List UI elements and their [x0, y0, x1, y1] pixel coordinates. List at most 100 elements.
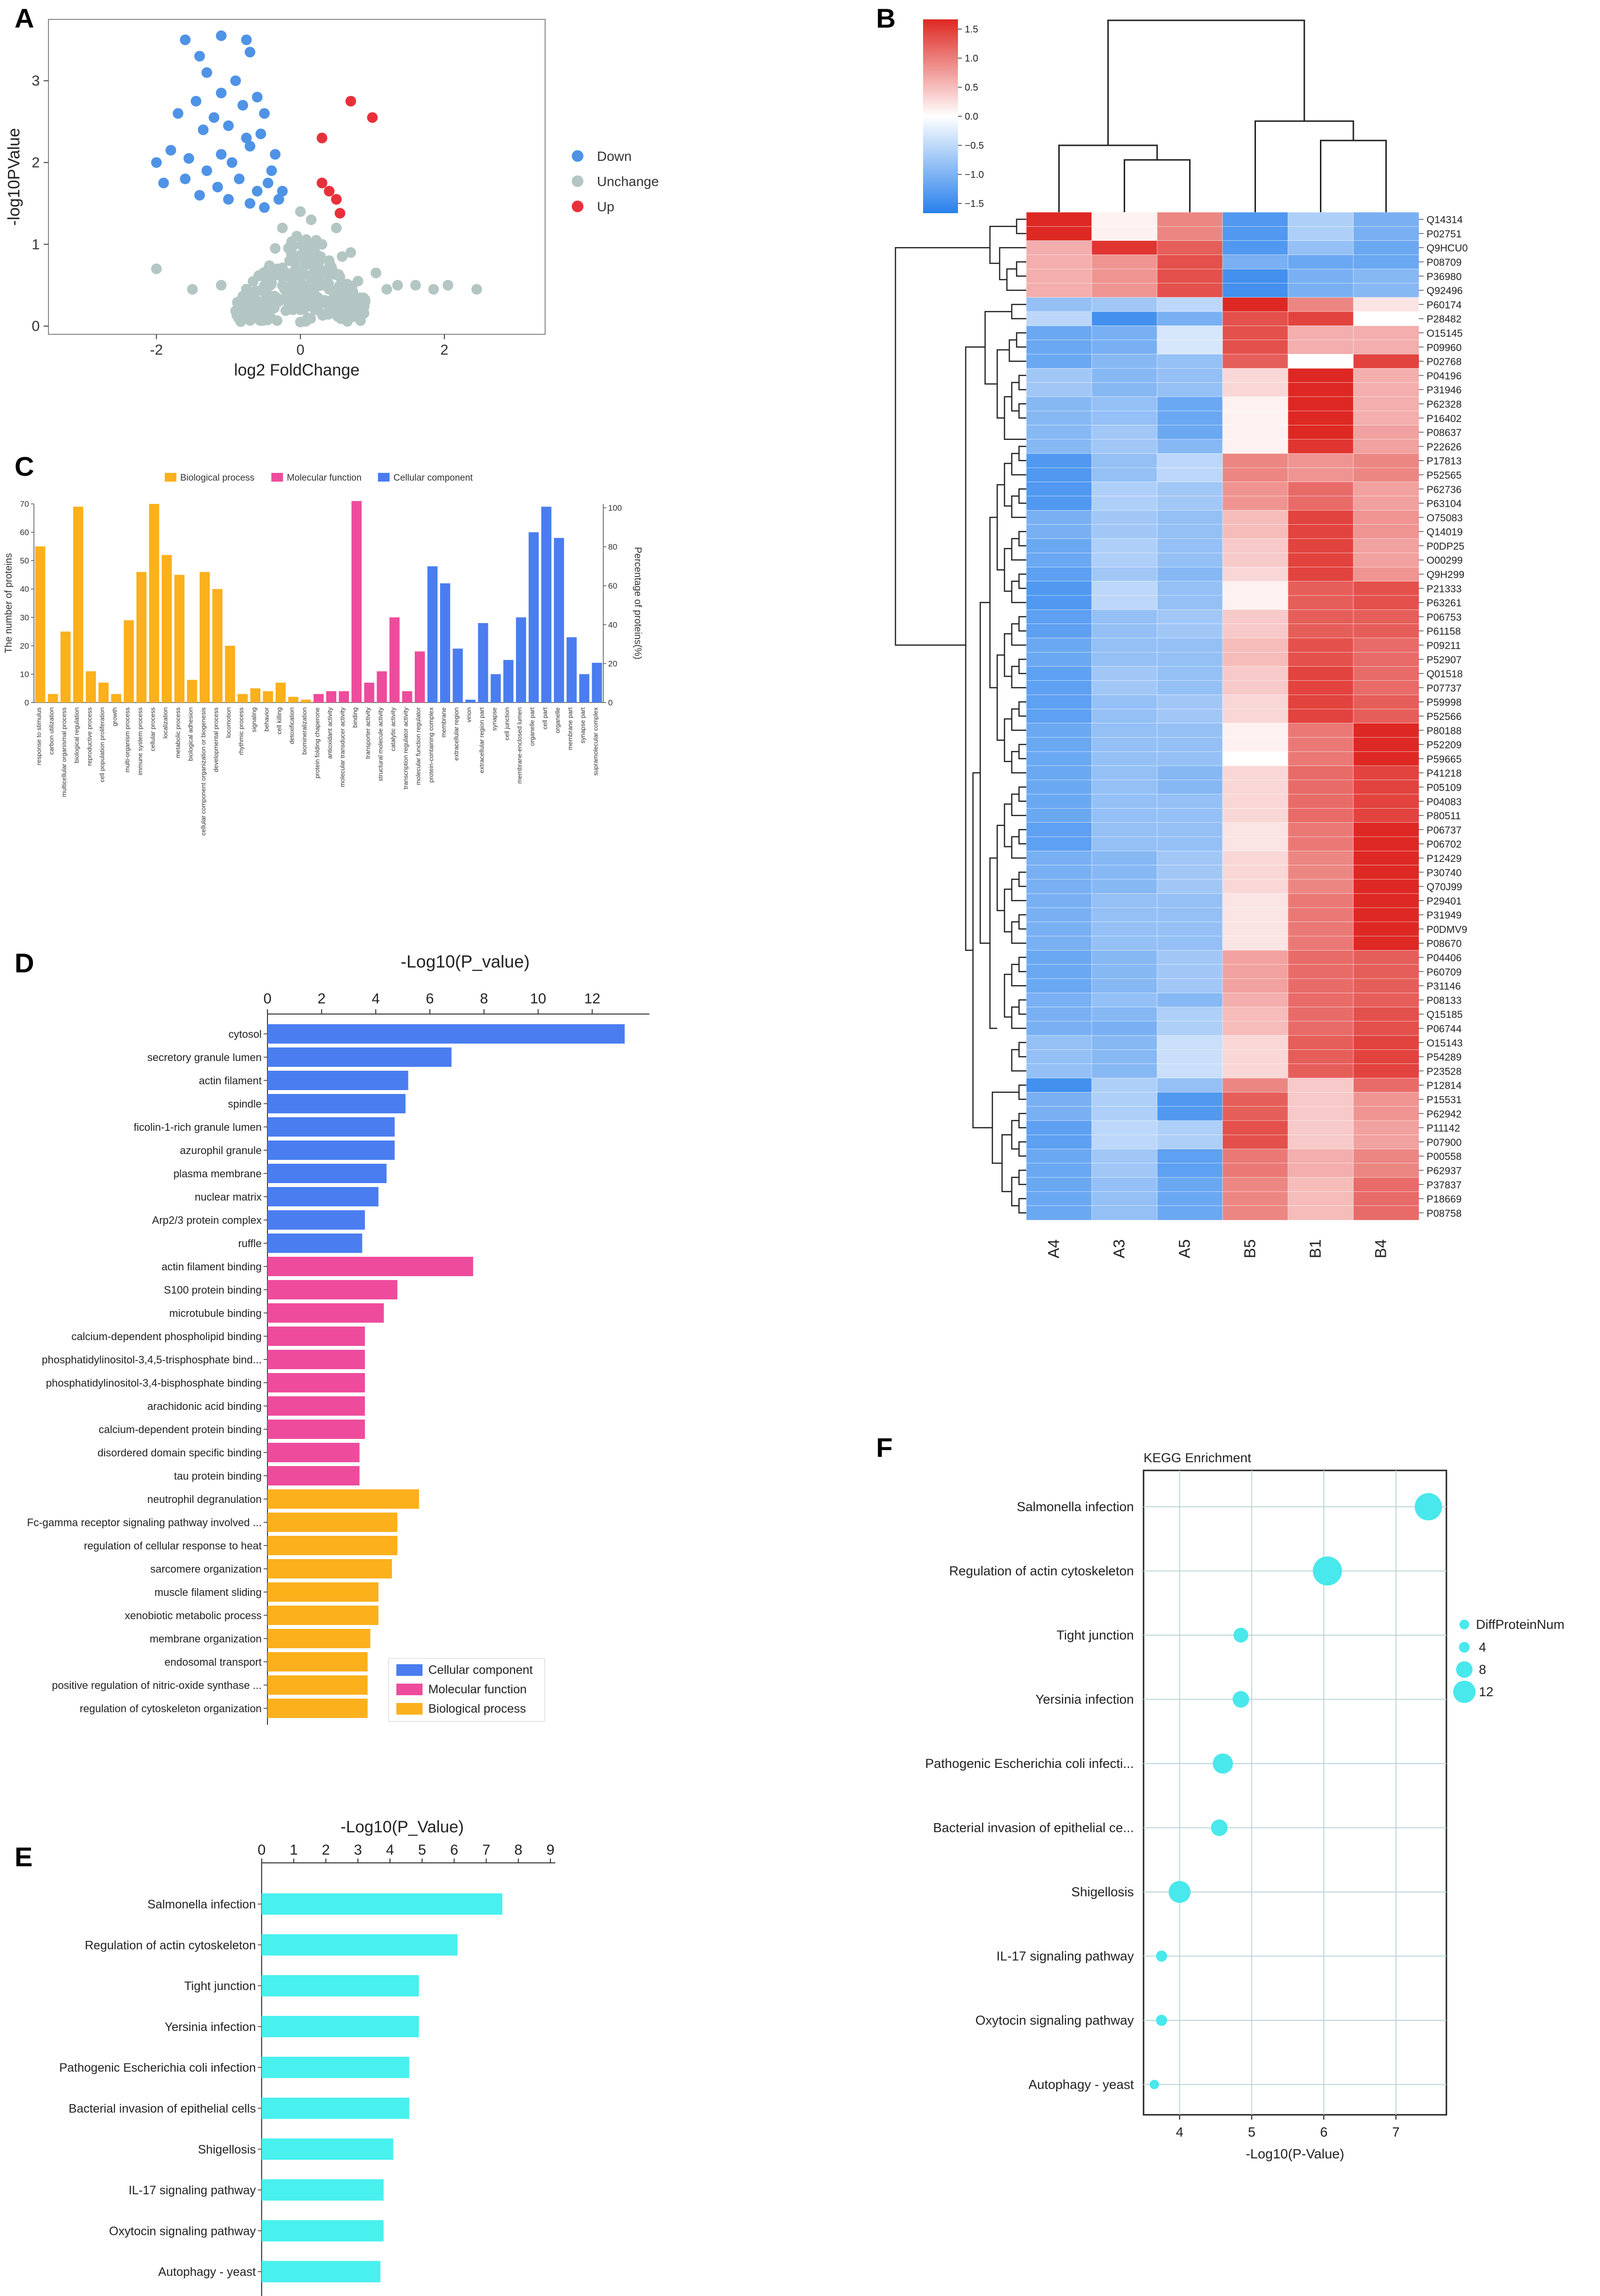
point-down: [194, 189, 205, 201]
chart-title: KEGG Enrichment: [1144, 1451, 1252, 1465]
heatmap-cell: [1287, 268, 1354, 284]
heatmap-cell: [1026, 297, 1092, 312]
heatmap-cell: [1287, 1205, 1354, 1220]
point-unchange: [322, 282, 333, 293]
heatmap-cell: [1157, 1063, 1223, 1078]
point-unchange: [337, 251, 348, 262]
heatmap-cell: [1026, 524, 1092, 539]
row-label: P41218: [1427, 768, 1461, 779]
heatmap-cell: [1353, 1035, 1419, 1050]
heatmap-cell: [1026, 780, 1092, 795]
heatmap-cell: [1026, 822, 1092, 837]
point-down: [223, 120, 234, 131]
y-tick-label: 20: [20, 641, 29, 651]
heatmap-cell: [1091, 964, 1158, 979]
heatmap-cell: [1026, 609, 1092, 625]
heatmap-cell: [1026, 978, 1092, 994]
heatmap-cell: [1222, 482, 1288, 497]
heatmap-cell: [1091, 1163, 1158, 1178]
bar: [267, 1396, 365, 1416]
category-label: actin filament: [199, 1075, 262, 1087]
point-unchange: [324, 258, 335, 269]
heatmap-cell: [1157, 765, 1223, 781]
bar: [149, 504, 159, 703]
x-tick-label: 5: [418, 1842, 426, 1858]
row-dendrogram-link: [1018, 403, 1026, 419]
bar: [376, 671, 387, 703]
row-label: P07737: [1427, 683, 1461, 694]
panel-label-d: D: [15, 948, 34, 978]
point-up: [324, 186, 335, 197]
point-unchange: [286, 282, 298, 293]
row-dendrogram-link: [1001, 1134, 1012, 1192]
heatmap-cell: [1287, 1134, 1354, 1150]
heatmap-cell: [1026, 851, 1092, 866]
heatmap-cell: [1353, 1191, 1419, 1206]
bar: [267, 1513, 398, 1532]
y-tick-label: 60: [20, 528, 29, 537]
category-label: Oxytocin signaling pathway: [975, 2013, 1134, 2028]
category-label: xenobiotic metabolic process: [125, 1609, 262, 1622]
heatmap-cell: [1353, 496, 1419, 511]
y-right-tick-label: 60: [608, 581, 617, 591]
legend-label: Molecular function: [428, 1683, 527, 1696]
legend-marker: [1459, 1642, 1470, 1653]
heatmap-cell: [1157, 482, 1223, 497]
heatmap-cell: [1091, 268, 1158, 284]
point-down: [251, 186, 263, 197]
bar: [262, 1975, 419, 1997]
point-down: [223, 194, 234, 205]
bar: [541, 506, 551, 703]
category-label: neutrophil degranulation: [147, 1493, 262, 1505]
x-tick-label: structural molecule activity: [376, 707, 384, 781]
axis-title: -Log10(P_Value): [341, 1818, 464, 1836]
heatmap-cell: [1287, 680, 1354, 695]
point-down: [244, 47, 255, 58]
point-up: [345, 95, 356, 107]
kegg-bubble-chart: KEGG Enrichment 4 5 6 7 Salmonella infection R…: [925, 1451, 1564, 2161]
bar: [60, 631, 71, 703]
heatmap-cell: [1353, 552, 1419, 568]
category-label: plasma membrane: [173, 1168, 262, 1180]
axis-title: -Log10(P_value): [401, 952, 530, 971]
row-dendrogram-link: [894, 247, 990, 646]
heatmap-cell: [1222, 893, 1288, 908]
x-tick-label: cellular process: [149, 707, 156, 751]
heatmap-cell: [1091, 410, 1158, 426]
row-dendrogram-link: [999, 247, 1026, 281]
heatmap-cell: [1353, 226, 1419, 241]
row-dendrogram-link: [1011, 538, 1026, 561]
y-tick-label: 50: [20, 556, 29, 565]
row-label: Q9H299: [1427, 569, 1464, 580]
legend-swatch: [378, 473, 390, 482]
bar: [528, 532, 539, 703]
heatmap-cell: [1287, 978, 1354, 994]
x-tick-label: membrane part: [566, 707, 574, 750]
point-down: [183, 153, 194, 164]
row-label: O15143: [1427, 1038, 1463, 1049]
category-label: azurophil granule: [180, 1144, 262, 1156]
heatmap-cell: [1353, 468, 1419, 483]
bar: [267, 1373, 365, 1392]
heatmap-cell: [1222, 354, 1288, 369]
point-unchange: [187, 284, 198, 295]
legend-label: Biological process: [180, 473, 254, 483]
heatmap-cell: [1026, 638, 1092, 653]
heatmap-cell: [1026, 496, 1092, 511]
heatmap-cell: [1287, 851, 1354, 866]
category-label: Arp2/3 protein complex: [152, 1214, 262, 1226]
x-tick-label: supramolecular complex: [592, 707, 599, 776]
bar: [187, 680, 197, 703]
row-label: P04196: [1427, 371, 1461, 382]
heatmap-cell: [1157, 737, 1223, 752]
heatmap-cell: [1026, 1049, 1092, 1064]
volcano-plot: -2 0 2 0 1 2 3 log2 FoldChange -log10PValue Down U…: [5, 19, 659, 379]
category-label: IL-17 signaling pathway: [996, 1949, 1134, 1964]
category-label: endosomal transport: [164, 1656, 262, 1668]
x-tick-label: cellular component organization or bioge…: [200, 707, 207, 836]
heatmap-cell: [1287, 425, 1354, 440]
heatmap-cell: [1157, 468, 1223, 483]
bar: [267, 1675, 368, 1695]
point-down: [259, 202, 270, 213]
heatmap-cell: [1091, 822, 1158, 837]
